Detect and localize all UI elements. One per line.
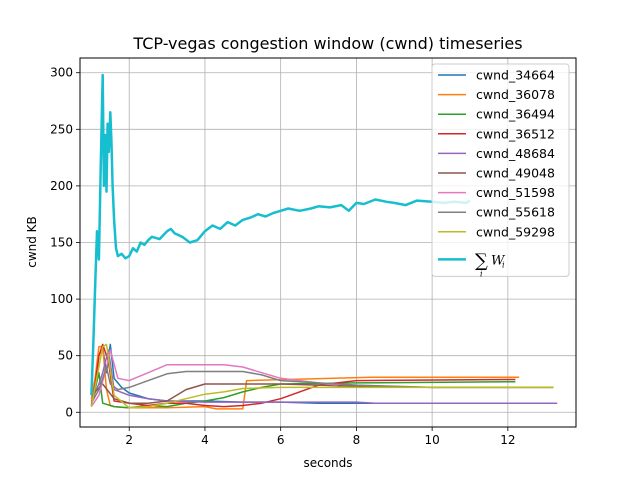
series-line-cwnd_36512 [90, 343, 516, 408]
series-line-cwnd_59298 [90, 343, 554, 409]
y-tick-label: 250 [50, 122, 73, 136]
x-tick-label: 2 [125, 433, 133, 447]
series-line-cwnd_49048 [90, 383, 554, 404]
legend-box [431, 63, 570, 277]
x-axis-label: seconds [303, 456, 352, 470]
x-tick-label: 6 [277, 433, 285, 447]
legend-label-cwnd_55618: cwnd_55618 [476, 205, 555, 220]
y-tick-label: 300 [50, 66, 73, 80]
x-tick-label: 10 [424, 433, 439, 447]
y-tick-label: 100 [50, 292, 73, 306]
x-tick-label: 12 [500, 433, 515, 447]
legend-label-cwnd_48684: cwnd_48684 [476, 146, 555, 161]
legend-sum-symbol: ∑ [475, 250, 488, 271]
x-tick-label: 4 [201, 433, 209, 447]
legend-label-cwnd_34664: cwnd_34664 [476, 68, 555, 83]
x-axis-ticks: 2 4 6 8 10 12 [125, 427, 515, 447]
legend-label-cwnd_36512: cwnd_36512 [476, 126, 555, 141]
plot-series [90, 73, 558, 410]
y-axis-label: cwnd KB [25, 216, 39, 268]
x-tick-label: 8 [353, 433, 361, 447]
legend-sum-w-subscript: i [502, 260, 505, 269]
legend-label-cwnd_49048: cwnd_49048 [476, 166, 555, 181]
legend-label-cwnd_51598: cwnd_51598 [476, 185, 555, 200]
y-axis-ticks: 0 50 100 150 200 250 300 [50, 66, 80, 419]
legend-label-cwnd_59298: cwnd_59298 [476, 224, 555, 239]
legend: cwnd_34664 cwnd_36078 cwnd_36494 cwnd_36512… [431, 63, 570, 278]
series-line-sum_W_i [90, 73, 471, 396]
y-tick-label: 0 [65, 405, 73, 419]
legend-label-cwnd_36078: cwnd_36078 [476, 87, 555, 102]
y-tick-label: 200 [50, 179, 73, 193]
chart-title: TCP-vegas congestion window (cwnd) times… [132, 34, 522, 53]
y-tick-label: 150 [50, 236, 73, 250]
legend-label-sum: ∑iWi [475, 250, 506, 278]
legend-label-cwnd_36494: cwnd_36494 [476, 107, 555, 122]
legend-sum-w: W [491, 253, 506, 268]
legend-sum-subscript: i [480, 269, 483, 278]
y-tick-label: 50 [58, 349, 73, 363]
